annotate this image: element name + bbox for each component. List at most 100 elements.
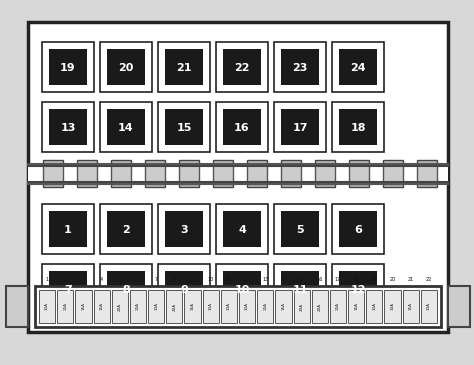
- Text: 15A: 15A: [191, 303, 194, 311]
- Text: 20: 20: [118, 63, 134, 73]
- Bar: [274, 102, 326, 152]
- Bar: [145, 177, 165, 187]
- Bar: [148, 290, 164, 323]
- Bar: [42, 204, 94, 254]
- Bar: [293, 290, 310, 323]
- Text: 10A: 10A: [245, 303, 249, 311]
- Text: 18: 18: [353, 277, 359, 282]
- Bar: [421, 290, 437, 323]
- Text: 15A: 15A: [354, 303, 358, 311]
- Bar: [216, 264, 268, 314]
- Bar: [42, 42, 94, 92]
- Text: 13: 13: [60, 123, 76, 133]
- Bar: [417, 164, 437, 184]
- Text: 1: 1: [46, 277, 49, 282]
- Text: 10A: 10A: [227, 303, 231, 311]
- Bar: [43, 164, 63, 184]
- Text: 10A: 10A: [427, 303, 431, 311]
- Bar: [216, 42, 268, 92]
- Bar: [43, 160, 63, 170]
- Bar: [281, 271, 319, 307]
- Bar: [145, 164, 165, 184]
- Bar: [145, 160, 165, 170]
- Bar: [383, 160, 403, 170]
- Bar: [349, 160, 369, 170]
- Text: 15: 15: [176, 123, 191, 133]
- Bar: [75, 290, 91, 323]
- Text: 16: 16: [317, 277, 323, 282]
- Text: 3: 3: [82, 277, 85, 282]
- Bar: [107, 271, 145, 307]
- Bar: [274, 264, 326, 314]
- Text: 8: 8: [173, 277, 176, 282]
- Bar: [247, 164, 267, 184]
- Bar: [77, 164, 97, 184]
- Text: 7: 7: [155, 277, 158, 282]
- Bar: [315, 177, 335, 187]
- Bar: [165, 109, 203, 145]
- Bar: [275, 290, 292, 323]
- Bar: [165, 271, 203, 307]
- Text: 3: 3: [180, 225, 188, 235]
- Bar: [112, 290, 128, 323]
- Text: 1: 1: [64, 225, 72, 235]
- Bar: [339, 271, 377, 307]
- Bar: [42, 264, 94, 314]
- Bar: [281, 177, 301, 187]
- Bar: [274, 204, 326, 254]
- Bar: [349, 177, 369, 187]
- Bar: [281, 160, 301, 170]
- Bar: [223, 211, 261, 247]
- Bar: [165, 211, 203, 247]
- Text: 13: 13: [262, 277, 268, 282]
- Bar: [315, 160, 335, 170]
- Text: 11: 11: [226, 277, 232, 282]
- Text: 2: 2: [64, 277, 67, 282]
- Text: 9: 9: [191, 277, 194, 282]
- Bar: [366, 290, 383, 323]
- Bar: [339, 109, 377, 145]
- Bar: [43, 177, 63, 187]
- Text: 15A: 15A: [100, 303, 104, 311]
- Bar: [257, 290, 273, 323]
- Bar: [383, 164, 403, 184]
- Bar: [312, 290, 328, 323]
- Bar: [184, 290, 201, 323]
- Bar: [158, 204, 210, 254]
- Bar: [221, 290, 237, 323]
- Bar: [130, 290, 146, 323]
- Text: 14: 14: [118, 123, 134, 133]
- Bar: [247, 160, 267, 170]
- Text: 10A: 10A: [373, 303, 376, 311]
- Bar: [39, 290, 55, 323]
- Text: 10A: 10A: [45, 303, 49, 311]
- Text: 9: 9: [180, 285, 188, 295]
- Text: 17: 17: [292, 123, 308, 133]
- Bar: [315, 164, 335, 184]
- Text: 15A: 15A: [82, 303, 85, 311]
- Bar: [49, 271, 87, 307]
- Bar: [417, 160, 437, 170]
- Text: 22: 22: [426, 277, 432, 282]
- Text: 4: 4: [100, 277, 103, 282]
- Text: 5: 5: [118, 277, 121, 282]
- Text: 10A: 10A: [263, 303, 267, 311]
- Text: 6: 6: [137, 277, 139, 282]
- Bar: [179, 177, 199, 187]
- Text: 10A: 10A: [209, 303, 213, 311]
- Text: 10: 10: [208, 277, 214, 282]
- Text: 5: 5: [296, 225, 304, 235]
- Text: 20: 20: [390, 277, 396, 282]
- Bar: [213, 160, 233, 170]
- Bar: [348, 290, 365, 323]
- Bar: [107, 109, 145, 145]
- Bar: [93, 290, 109, 323]
- Bar: [332, 42, 384, 92]
- Text: 10A: 10A: [391, 303, 394, 311]
- Text: 20A: 20A: [300, 303, 304, 311]
- Text: 15: 15: [299, 277, 305, 282]
- Bar: [223, 271, 261, 307]
- Bar: [77, 160, 97, 170]
- Bar: [448, 286, 470, 327]
- Bar: [339, 211, 377, 247]
